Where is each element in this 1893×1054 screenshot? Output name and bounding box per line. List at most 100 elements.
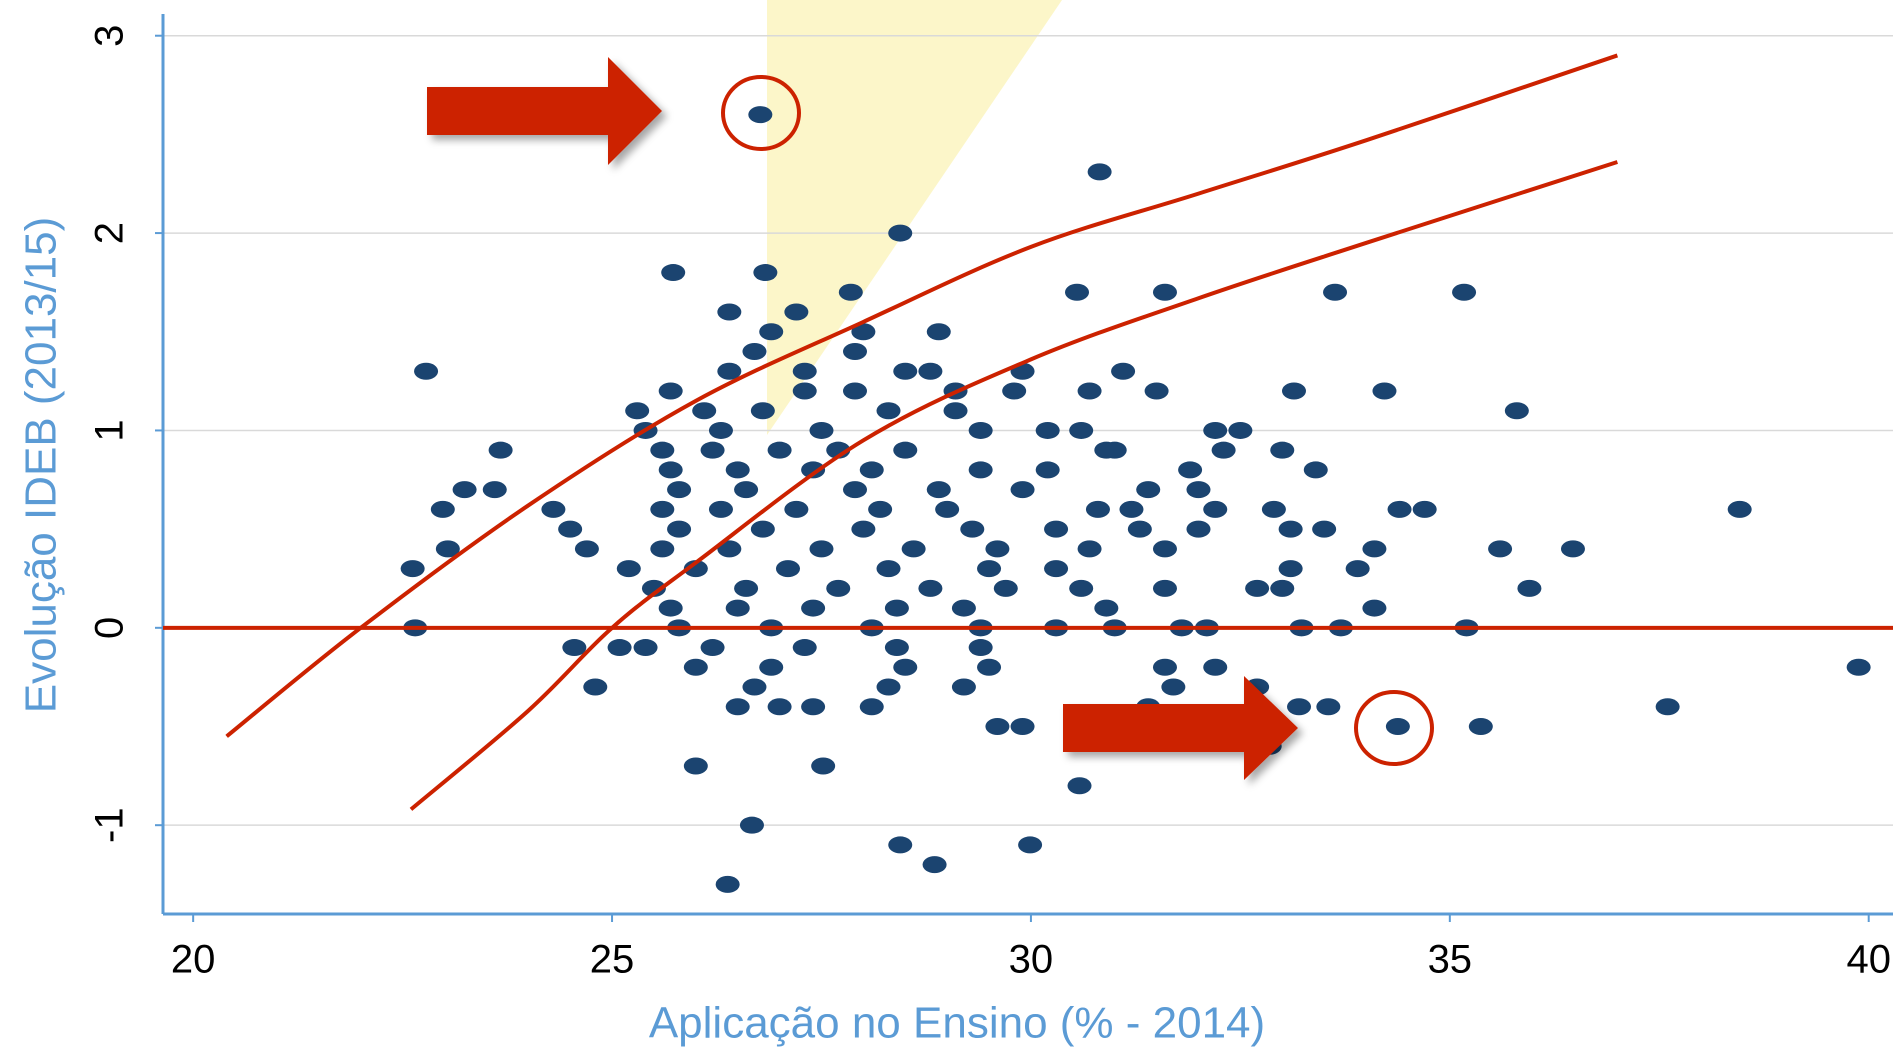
y-tick-label: 1 [88,419,132,441]
point [1067,777,1092,795]
point [616,560,641,578]
annotations [427,57,1434,780]
point [977,658,1002,676]
point [1144,382,1169,400]
point [1387,500,1412,518]
point [893,658,918,676]
x-tick-label: 25 [590,938,635,982]
point [430,500,455,518]
point [943,402,968,420]
point [400,560,425,578]
point [435,540,460,558]
highlight-circle [1354,690,1434,766]
point [658,382,683,400]
fit-curve [225,53,1619,738]
point [574,540,599,558]
point [926,481,951,499]
point [1385,718,1410,735]
point [993,579,1018,597]
point [1846,658,1871,676]
point [1094,599,1119,617]
point [1035,421,1060,439]
point [1035,461,1060,479]
point [926,323,951,341]
point [888,836,913,854]
point [893,362,918,380]
point [1278,520,1303,538]
point [977,560,1002,578]
point [562,639,587,657]
point [968,421,993,439]
point [1127,520,1152,538]
point [843,481,867,499]
point [661,264,686,282]
point [1087,163,1112,181]
point [1655,698,1680,716]
point [1044,560,1069,578]
point [650,500,675,518]
point [658,461,683,479]
point [725,698,750,716]
point [641,579,666,597]
y-axis-label: Evolução IDEB (2013/15) [17,217,66,714]
point [700,441,725,459]
point [658,599,683,617]
point [1069,579,1094,597]
point [784,500,809,518]
point [759,658,784,676]
point [809,421,834,439]
point [809,540,834,558]
point [1488,540,1513,558]
point [452,481,477,499]
point [717,303,742,321]
point [734,481,759,499]
point [1077,540,1102,558]
point [918,579,943,597]
point [583,678,608,696]
point [708,421,733,439]
point [742,678,767,696]
point [1065,283,1090,301]
point [884,639,909,657]
point [1178,461,1203,479]
point [876,678,901,696]
y-tick-label: 2 [88,222,132,244]
point [753,264,778,282]
point [1119,500,1144,518]
point [667,481,692,499]
arrow [427,57,662,165]
point [1727,500,1752,518]
point [968,461,993,479]
point [683,757,708,775]
point [1362,540,1387,558]
point [1002,382,1027,400]
point [1504,402,1529,420]
y-tick-label: 0 [88,617,132,639]
point [985,718,1010,735]
point [1186,520,1211,538]
point [884,599,909,617]
point [488,441,513,459]
point [1452,283,1477,301]
point [750,520,775,538]
point [1261,500,1286,518]
point [607,639,632,657]
point [1372,382,1397,400]
point [1186,481,1211,499]
point [1278,560,1303,578]
point [1152,283,1177,301]
point [482,481,507,499]
point [725,599,750,617]
point [650,540,675,558]
point [1111,362,1136,380]
point [951,678,976,696]
point [667,520,692,538]
arrow [1063,676,1298,780]
highlight-circle [721,75,801,151]
y-tick-label: -1 [88,807,132,843]
point [683,658,708,676]
point [692,402,717,420]
point [801,599,826,617]
